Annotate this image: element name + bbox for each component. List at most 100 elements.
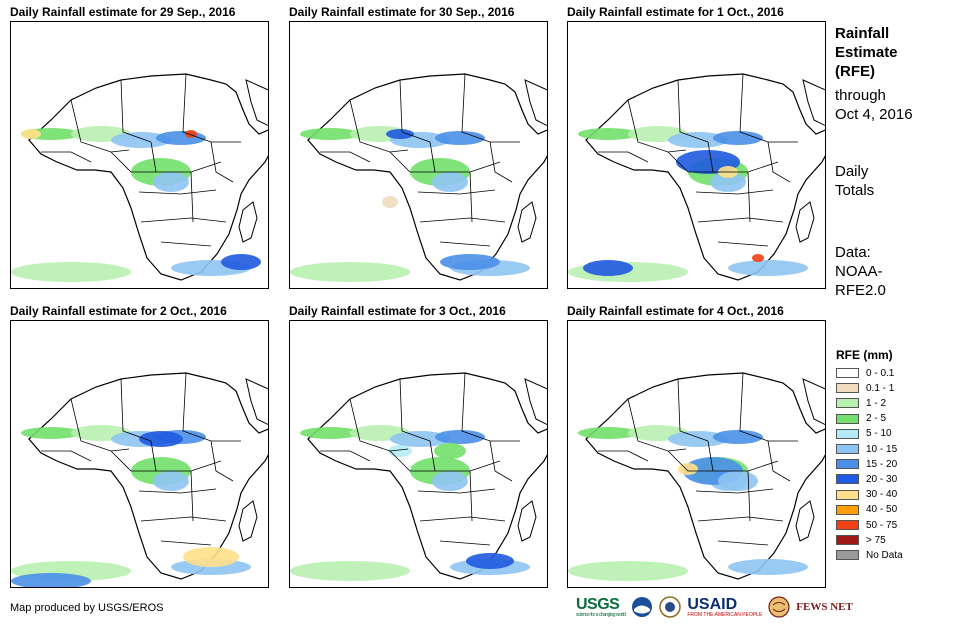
legend-label: 1 - 2 — [866, 397, 887, 409]
country-border — [182, 372, 241, 442]
rainfall-area — [185, 130, 197, 138]
legend-swatch — [836, 413, 859, 424]
country-border — [110, 450, 222, 472]
rainfall-area — [568, 561, 688, 581]
country-border — [399, 79, 431, 143]
legend-label: No Data — [866, 549, 903, 561]
rainfall-area — [668, 132, 728, 148]
rainfall-area — [466, 553, 514, 569]
rainfall-area — [713, 430, 763, 444]
legend-swatch — [836, 383, 859, 394]
side-heading-line-3: (RFE) — [835, 63, 875, 80]
legend-swatch — [836, 368, 859, 378]
legend-label: 50 - 75 — [866, 519, 898, 531]
arabia-outline — [245, 378, 268, 426]
rainfall-area — [678, 463, 698, 475]
legend-swatch — [836, 489, 859, 500]
country-border — [399, 378, 431, 442]
rainfall-area — [578, 128, 638, 140]
side-through: through Oct 4, 2016 — [835, 86, 913, 124]
panel-title-5: Daily Rainfall estimate for 3 Oct., 2016 — [289, 304, 506, 318]
country-border — [70, 99, 130, 153]
rainfall-area — [153, 471, 189, 491]
country-border — [320, 151, 371, 163]
arabia-outline — [802, 378, 825, 426]
country-border — [707, 440, 714, 472]
rainfall-area — [11, 262, 131, 282]
legend-item: 50 - 75 — [836, 519, 897, 531]
legend-label: > 75 — [866, 534, 886, 546]
arabia-outline — [524, 378, 547, 426]
legend-swatch — [836, 474, 859, 485]
country-border — [697, 217, 784, 223]
country-border — [140, 217, 227, 223]
legend-label: 15 - 20 — [866, 458, 898, 470]
rainfall-area — [11, 573, 91, 587]
rainfall-area — [382, 196, 398, 208]
madagascar-outline — [795, 500, 815, 542]
madagascar-outline — [795, 201, 815, 243]
side-through-line-1: through — [835, 87, 886, 104]
legend-item: 1 - 2 — [836, 397, 886, 409]
rainfall-area — [668, 431, 728, 447]
rainfall-area — [111, 132, 171, 148]
rainfall-map-6 — [567, 320, 826, 588]
legend-swatch — [836, 459, 859, 470]
noaa-logo-icon — [632, 597, 653, 617]
madagascar-outline — [238, 500, 258, 542]
map-canvas — [568, 73, 825, 282]
legend-item: 0.1 - 1 — [836, 382, 894, 394]
country-border — [210, 141, 234, 183]
legend-label: 40 - 50 — [866, 504, 898, 516]
usaid-logo-tagline: FROM THE AMERICAN PEOPLE — [687, 612, 763, 618]
rainfall-map-1 — [10, 21, 269, 289]
country-border — [627, 99, 687, 153]
legend-item: 0 - 0.1 — [836, 367, 894, 379]
legend-item: 10 - 15 — [836, 443, 897, 455]
country-border — [190, 470, 194, 522]
rainfall-area — [435, 131, 485, 145]
panel-title-2: Daily Rainfall estimate for 30 Sep., 201… — [289, 5, 515, 19]
map-canvas — [11, 372, 268, 587]
map-credit: Map produced by USGS/EROS — [10, 602, 164, 614]
legend-swatch — [836, 444, 859, 454]
legend-label: 20 - 30 — [866, 473, 898, 485]
country-border — [697, 516, 784, 522]
usgs-logo-text: USGS — [576, 596, 620, 613]
rainfall-map-2 — [289, 21, 548, 289]
country-border — [349, 99, 409, 153]
country-border — [120, 79, 152, 143]
rainfall-area — [153, 172, 189, 192]
country-border — [469, 470, 473, 522]
country-border — [717, 540, 769, 546]
legend-item: 40 - 50 — [836, 504, 897, 516]
side-daily-line-2: Totals — [835, 182, 875, 199]
country-border — [439, 241, 491, 247]
side-through-line-2: Oct 4, 2016 — [835, 106, 913, 123]
rainfall-area — [752, 254, 764, 262]
country-border — [747, 171, 751, 223]
rainfall-area — [300, 128, 360, 140]
panel-title-1: Daily Rainfall estimate for 29 Sep., 201… — [10, 5, 236, 19]
country-border — [489, 141, 513, 183]
rainfall-area — [710, 172, 746, 192]
country-border — [140, 516, 227, 522]
fews-globe-icon — [768, 596, 790, 618]
country-border — [489, 440, 513, 482]
legend-swatch — [836, 428, 859, 439]
rainfall-area — [578, 427, 638, 439]
usaid-logo: USAID FROM THE AMERICAN PEOPLE — [687, 596, 762, 618]
side-daily: Daily Totals — [835, 162, 874, 200]
side-data-line-1: Data: — [835, 244, 871, 261]
legend-item: 20 - 30 — [836, 473, 897, 485]
country-border — [598, 450, 649, 462]
legend-label: 2 - 5 — [866, 413, 887, 425]
country-border — [320, 450, 371, 462]
rainfall-area — [440, 254, 500, 270]
country-border — [429, 141, 436, 173]
arabia-outline — [524, 79, 547, 127]
rainfall-area — [290, 561, 410, 581]
map-canvas — [290, 372, 547, 581]
rainfall-area — [139, 431, 183, 447]
side-heading-line-1: Rainfall — [835, 25, 890, 42]
